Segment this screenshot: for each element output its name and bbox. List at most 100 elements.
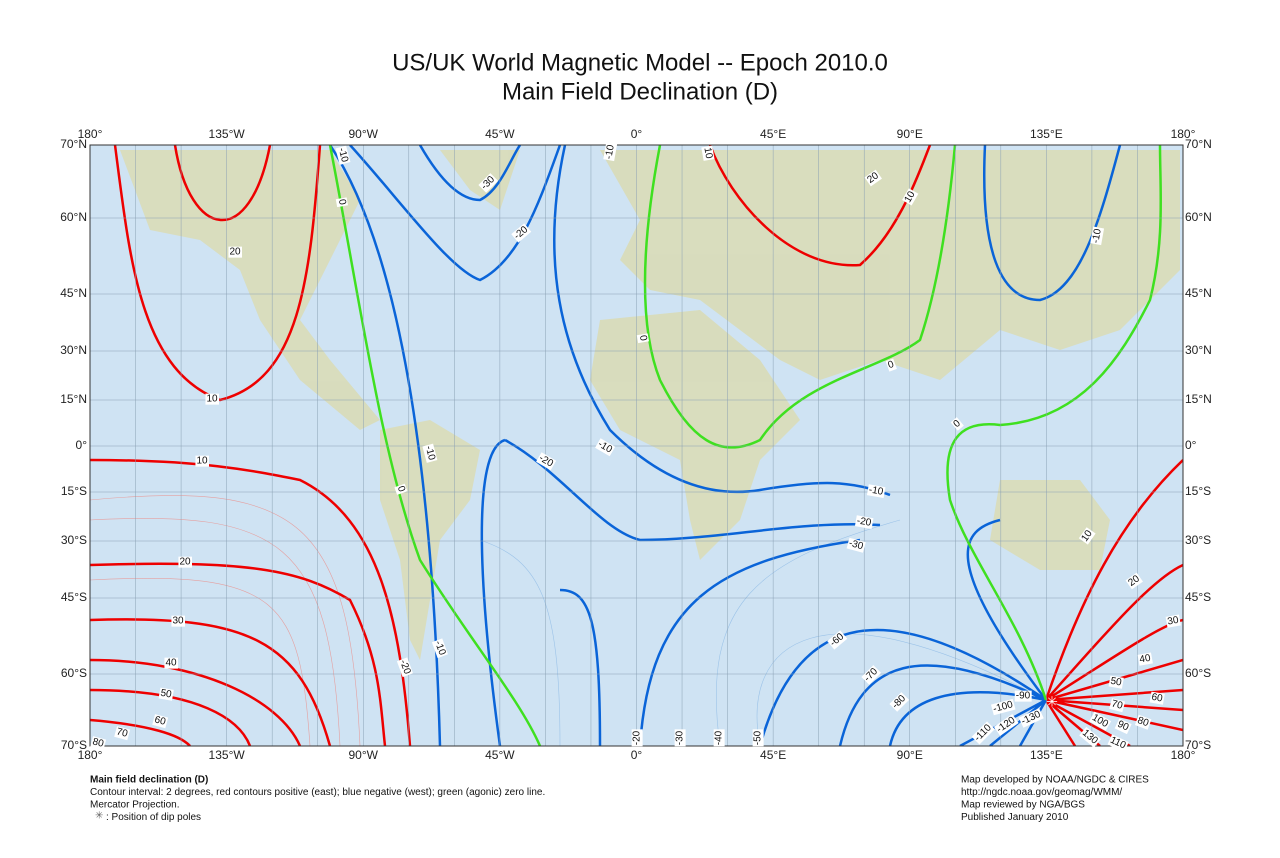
contour-label-bg xyxy=(171,615,185,627)
contour-label-bg xyxy=(1134,714,1152,730)
lat-label-left: 15°N xyxy=(60,392,87,406)
contour-label-bg xyxy=(205,393,219,405)
lat-label-left: 70°N xyxy=(60,137,87,151)
contour-label: 60 xyxy=(1151,692,1164,705)
contour-label: 80 xyxy=(1136,715,1151,729)
lat-label-left: 30°N xyxy=(60,343,87,357)
lon-label-bottom: 45°W xyxy=(485,748,515,762)
contour-label: 70 xyxy=(115,726,129,740)
lon-label-top: 0° xyxy=(631,127,643,141)
lat-label-right: 30°S xyxy=(1185,533,1211,547)
lon-label-top: 90°E xyxy=(897,127,923,141)
contour-label-bg xyxy=(1079,726,1101,748)
lon-label-bottom: 180° xyxy=(78,748,103,762)
lat-label-right: 45°S xyxy=(1185,590,1211,604)
lat-label-right: 15°N xyxy=(1185,392,1212,406)
contour-label-bg xyxy=(1165,614,1181,628)
lat-label-right: 60°S xyxy=(1185,666,1211,680)
lat-label-right: 0° xyxy=(1185,438,1197,452)
contour-label: 0 xyxy=(887,359,896,371)
subtitle: Main Field Declination (D) xyxy=(502,78,778,105)
contour-label: 10 xyxy=(206,394,218,405)
contour-label-bg xyxy=(114,726,131,741)
footer-note: Mercator Projection. xyxy=(90,800,179,811)
lat-label-left: 0° xyxy=(76,438,88,452)
contour-label-bg xyxy=(1125,572,1143,590)
contour-label-bg xyxy=(394,483,408,495)
lon-label-bottom: 180° xyxy=(1171,748,1196,762)
dip-pole: ✳ xyxy=(1046,694,1058,710)
lat-label-right: 70°S xyxy=(1185,738,1211,752)
lon-label-bottom: 90°E xyxy=(897,748,923,762)
lat-label-left: 60°N xyxy=(60,210,87,224)
contour-label-bg xyxy=(431,638,448,659)
contour-label: -20 xyxy=(632,730,643,745)
contour-label-bg xyxy=(536,452,557,471)
contour-label: -30 xyxy=(675,730,686,745)
lon-label-top: 180° xyxy=(1171,127,1196,141)
contour-label: 10 xyxy=(196,456,208,467)
contour-label: -10 xyxy=(423,445,437,462)
contour-label-bg xyxy=(1018,708,1044,728)
footer: Main field declination (D)Contour interv… xyxy=(90,775,1149,824)
contour-label: -30 xyxy=(848,538,865,552)
contour-label-bg xyxy=(864,169,882,187)
contour-label-bg xyxy=(478,173,499,193)
contour-label-bg xyxy=(636,333,650,344)
contour-label-bg xyxy=(846,537,866,553)
lat-label-left: 60°S xyxy=(61,666,87,680)
contour-label-bg xyxy=(885,358,897,372)
lat-label-right: 45°N xyxy=(1185,286,1212,300)
contour-label-bg xyxy=(164,657,178,669)
contour-label-bg xyxy=(90,736,107,751)
contour-label-bg xyxy=(335,197,349,208)
lon-label-bottom: 135°E xyxy=(1030,748,1063,762)
contour-label-bg xyxy=(1089,711,1112,731)
contour-label-bg xyxy=(1107,734,1129,753)
lat-label-left: 45°N xyxy=(60,286,87,300)
lon-label-bottom: 45°E xyxy=(760,748,786,762)
lat-label-left: 45°S xyxy=(61,590,87,604)
contour-label-bg xyxy=(1108,675,1124,689)
contour-label-bg xyxy=(854,515,874,530)
footer-note: Main field declination (D) xyxy=(90,775,208,786)
footer-note: : Position of dip poles xyxy=(106,812,201,823)
contour-label-bg xyxy=(701,145,715,161)
contour-label-bg xyxy=(971,721,995,745)
contour-label-bg xyxy=(889,692,910,712)
lat-label-right: 70°N xyxy=(1185,137,1212,151)
contour-label: -10 xyxy=(336,147,350,164)
contour-label: -20 xyxy=(856,515,873,528)
contour-label: -10 xyxy=(1090,228,1103,245)
contour-label-bg xyxy=(595,438,616,457)
contour-label-bg xyxy=(178,556,192,568)
contour-label-bg xyxy=(950,417,964,431)
lon-label-top: 135°E xyxy=(1030,127,1063,141)
contour-label: -90 xyxy=(1016,691,1031,702)
footer-credit: Map developed by NOAA/NGDC & CIRES xyxy=(961,775,1149,786)
contour-label: -10 xyxy=(432,639,447,657)
contour-label-bg xyxy=(511,223,532,243)
contour-label-bg xyxy=(158,687,174,701)
contour-label: 0 xyxy=(637,334,649,342)
contour-label-bg xyxy=(603,142,618,162)
contour-label-bg xyxy=(902,188,919,206)
lon-label-top: 180° xyxy=(78,127,103,141)
contour-label-bg xyxy=(1149,691,1165,705)
contour-label-bg xyxy=(335,145,351,165)
contour-label-bg xyxy=(993,714,1019,736)
contour-label-bg xyxy=(228,246,242,258)
lon-label-top: 90°W xyxy=(349,127,379,141)
lat-label-right: 60°N xyxy=(1185,210,1212,224)
contour-label: 0 xyxy=(336,198,348,206)
contour-label-bg xyxy=(152,714,169,729)
contour-label-bg xyxy=(1109,698,1126,713)
contour-label: 50 xyxy=(1110,676,1123,689)
dip-pole-icon: ✳ xyxy=(95,811,103,822)
lat-label-right: 15°S xyxy=(1185,484,1211,498)
contour-label-bg xyxy=(1114,718,1132,735)
graticule xyxy=(90,145,1183,746)
footer-note: Contour interval: 2 degrees, red contour… xyxy=(90,787,545,798)
contour-label-bg xyxy=(713,729,725,747)
footer-credit: http://ngdc.noaa.gov/geomag/WMM/ xyxy=(961,787,1122,798)
